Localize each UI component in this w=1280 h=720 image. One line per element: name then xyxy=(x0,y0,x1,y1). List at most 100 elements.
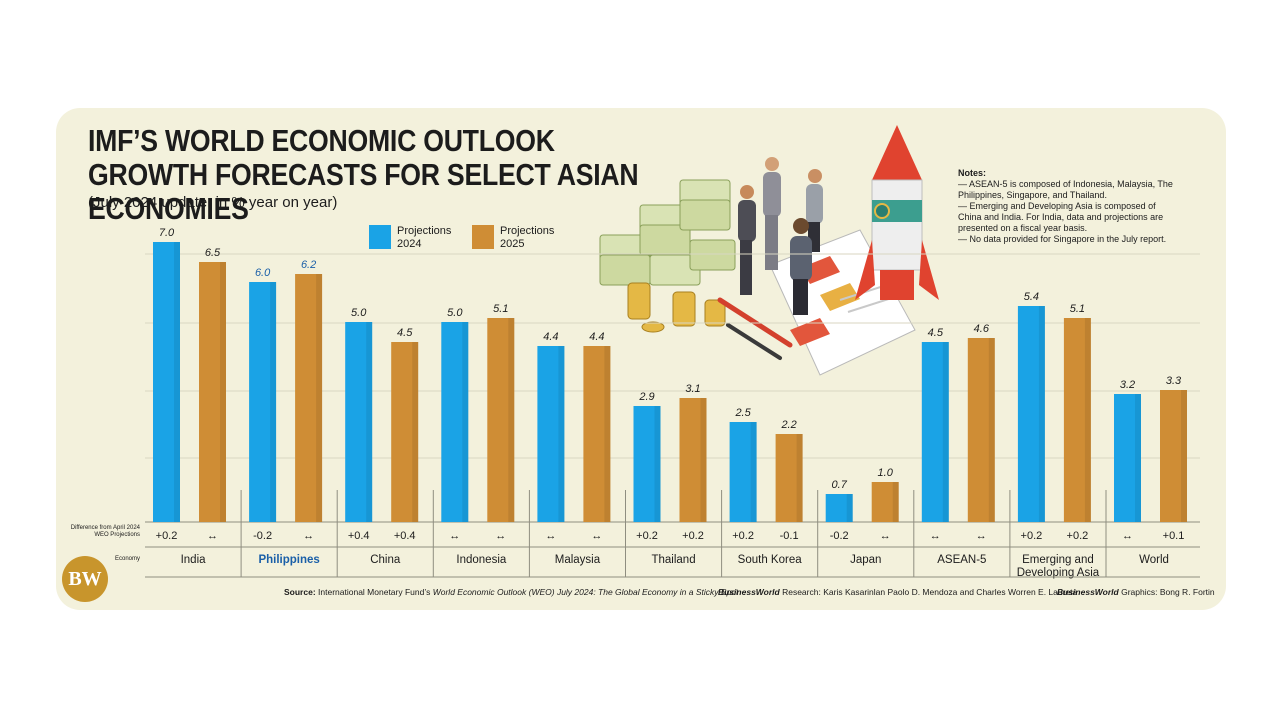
category-label: ASEAN-5 xyxy=(937,554,986,566)
category-label: Malaysia xyxy=(555,554,601,566)
chart-subtitle: (July 2024 update, in % year on year) xyxy=(88,194,338,211)
bar-2025 xyxy=(391,342,419,522)
category-label: World xyxy=(1139,554,1169,566)
bar-2024 xyxy=(825,494,853,522)
legend-item-2025: Projections 2025 xyxy=(472,225,560,251)
bar-2024 xyxy=(345,322,373,522)
bar-shade xyxy=(892,482,899,522)
legend-swatch-2024 xyxy=(369,225,391,249)
businessworld-logo: BW xyxy=(62,556,108,602)
bar-2024 xyxy=(1017,306,1045,522)
coin-stacks-icon xyxy=(627,282,726,333)
notes-block: Notes: — ASEAN-5 is composed of Indonesi… xyxy=(958,168,1180,245)
bar-shade xyxy=(1181,390,1187,522)
difference-label: +0.2 xyxy=(1067,530,1089,542)
bar-shade xyxy=(942,342,949,522)
bar-value-label: 5.4 xyxy=(1024,291,1039,303)
bar-value-label: 0.7 xyxy=(832,479,848,491)
difference-label: ↔ xyxy=(495,530,506,542)
source-text: International Monetary Fund’s xyxy=(318,587,431,597)
table-separators xyxy=(145,490,1200,578)
bar-value-label: 2.2 xyxy=(780,419,796,431)
bar-2024 xyxy=(729,422,757,522)
note-line-singapore: — No data provided for Singapore in the … xyxy=(958,234,1167,244)
bar-shade xyxy=(462,322,469,522)
bar-value-label: 1.0 xyxy=(878,467,894,479)
category-label: Philippines xyxy=(258,554,319,566)
source-label: Source: xyxy=(284,587,316,597)
bar-value-label: 5.1 xyxy=(493,303,508,315)
bar-shade xyxy=(796,434,803,522)
bar-value-label: 5.0 xyxy=(351,307,367,319)
legend-label-2024: Projections 2024 xyxy=(397,225,452,250)
category-label: Japan xyxy=(850,554,881,566)
difference-label: +0.2 xyxy=(1021,530,1043,542)
bar-2025 xyxy=(679,398,707,522)
bar-shade xyxy=(558,346,565,522)
legend-swatch-2025 xyxy=(472,225,494,249)
bar-2025 xyxy=(199,262,226,522)
bar-shade xyxy=(270,282,277,522)
category-label: Emerging and xyxy=(1022,554,1094,566)
bar-shade xyxy=(604,346,611,522)
footer-graphics: BusinessWorld Graphics: Bong R. Fortin xyxy=(1057,587,1215,597)
bar-2024 xyxy=(633,406,661,522)
bar-shade xyxy=(366,322,373,522)
bar-value-label: 6.5 xyxy=(205,247,221,259)
rocket-icon xyxy=(855,125,939,300)
bar-2024 xyxy=(1114,394,1141,522)
bar-shade xyxy=(988,338,995,522)
bar-value-label: 2.5 xyxy=(734,407,751,419)
bar-2025 xyxy=(967,338,995,522)
difference-label: ↔ xyxy=(207,530,218,542)
note-line-asean: — ASEAN-5 is composed of Indonesia, Mala… xyxy=(958,179,1173,200)
difference-label: ↔ xyxy=(930,530,941,542)
difference-label: -0.2 xyxy=(830,530,849,542)
bar-value-label: 6.0 xyxy=(255,267,271,279)
bar-shade xyxy=(412,342,419,522)
bar-shade xyxy=(508,318,515,522)
bar-2024 xyxy=(921,342,949,522)
bar-2024 xyxy=(249,282,277,522)
bar-value-label: 4.6 xyxy=(974,323,990,335)
bar-2025 xyxy=(1160,390,1187,522)
difference-label: +0.4 xyxy=(348,530,370,542)
category-label: Developing Asia xyxy=(1017,567,1100,579)
category-label: China xyxy=(370,554,401,566)
difference-label: +0.1 xyxy=(1163,530,1185,542)
research-brand: BusinessWorld xyxy=(718,587,780,597)
category-label: Indonesia xyxy=(456,554,506,566)
bar-value-label: 3.1 xyxy=(685,383,700,395)
legend-label-2025: Projections 2025 xyxy=(500,225,555,250)
difference-label: ↔ xyxy=(591,530,602,542)
difference-label: +0.2 xyxy=(732,530,754,542)
legend-item-2024: Projections 2024 xyxy=(369,225,457,251)
difference-label: +0.2 xyxy=(682,530,704,542)
bar-2025 xyxy=(871,482,899,522)
bar-shade xyxy=(174,242,180,522)
source-title: World Economic Outlook (WEO) July 2024: … xyxy=(432,587,739,597)
note-line-emerging: — Emerging and Developing Asia is compos… xyxy=(958,201,1164,233)
difference-label: ↔ xyxy=(449,530,460,542)
category-label: Thailand xyxy=(651,554,695,566)
bar-shade xyxy=(1135,394,1141,522)
bar-2025 xyxy=(583,346,611,522)
difference-label: ↔ xyxy=(880,530,891,542)
notes-heading: Notes: xyxy=(958,168,987,178)
bar-2024 xyxy=(153,242,180,522)
bar-shade xyxy=(1084,318,1091,522)
category-labels: India Philippines China Indonesia Malaysia Th… xyxy=(181,554,1169,579)
row-label-economy: Economy xyxy=(114,556,140,562)
difference-label: -0.2 xyxy=(253,530,272,542)
graphics-text: Bong R. Fortin xyxy=(1159,587,1215,597)
bar-2024 xyxy=(537,346,565,522)
bar-2025 xyxy=(487,318,515,522)
bar-shade xyxy=(316,274,323,522)
bar-shade xyxy=(220,262,226,522)
money-stacks-icon xyxy=(599,179,736,286)
difference-labels: +0.2 ↔ -0.2 ↔ +0.4 +0.4 ↔ ↔ ↔ ↔ +0.2 +0.2 +0.2 -0.1 -0… xyxy=(156,530,1185,542)
graphics-brand: BusinessWorld xyxy=(1057,587,1119,597)
bar-value-label: 3.3 xyxy=(1166,375,1182,387)
difference-label: +0.2 xyxy=(636,530,658,542)
